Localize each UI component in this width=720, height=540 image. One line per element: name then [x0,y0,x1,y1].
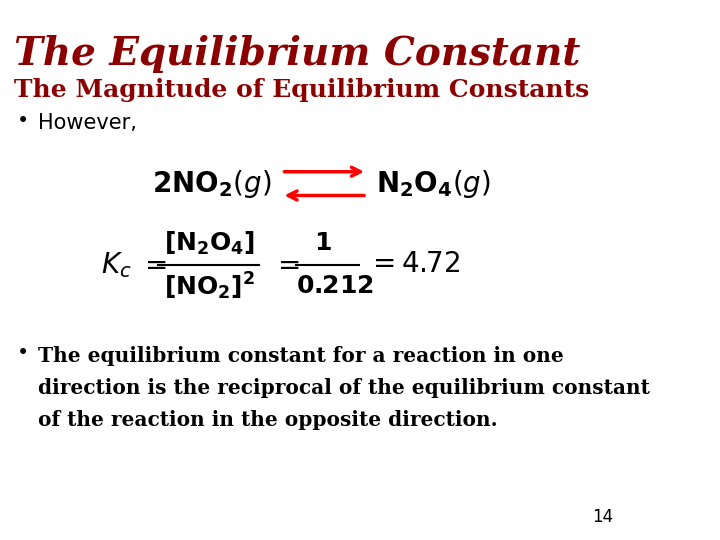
Text: •: • [17,343,30,363]
Text: $=$: $=$ [139,251,167,278]
Text: The Equilibrium Constant: The Equilibrium Constant [14,35,580,73]
Text: •: • [17,111,30,131]
Text: However,: However, [38,113,137,133]
Text: of the reaction in the opposite direction.: of the reaction in the opposite directio… [38,410,498,430]
Text: $\mathit{K_c}$: $\mathit{K_c}$ [102,249,132,280]
Text: direction is the reciprocal of the equilibrium constant: direction is the reciprocal of the equil… [38,378,650,398]
Text: $\mathbf{[N_2O_4]}$: $\mathbf{[N_2O_4]}$ [164,230,256,256]
Text: $\mathbf{N_2O_4}(\mathbf{\mathit{g}})$: $\mathbf{N_2O_4}(\mathbf{\mathit{g}})$ [377,167,491,200]
Text: The Magnitude of Equilibrium Constants: The Magnitude of Equilibrium Constants [14,78,589,102]
Text: $\mathbf{1}$: $\mathbf{1}$ [314,232,331,254]
Text: $\mathbf{[NO_2]^2}$: $\mathbf{[NO_2]^2}$ [164,271,256,302]
Text: 14: 14 [593,509,613,526]
Text: The equilibrium constant for a reaction in one: The equilibrium constant for a reaction … [38,346,564,366]
Text: $\mathbf{2NO_2}(\mathbf{\mathit{g}})$: $\mathbf{2NO_2}(\mathbf{\mathit{g}})$ [152,167,271,200]
Text: $\mathbf{0.212}$: $\mathbf{0.212}$ [296,275,374,298]
Text: $=$: $=$ [272,251,300,278]
Text: $= 4.72$: $= 4.72$ [367,251,460,278]
